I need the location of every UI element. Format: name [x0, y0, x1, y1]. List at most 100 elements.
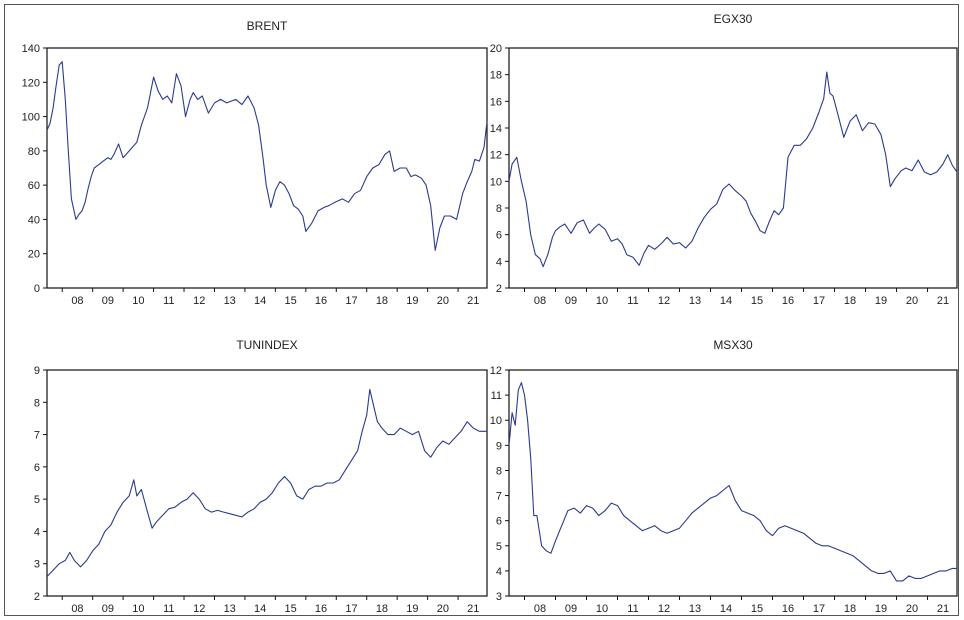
brent-ytick-label: 40: [28, 214, 40, 226]
msx30-xtick-label: 18: [844, 603, 856, 615]
tunindex-ytick-label: 2: [34, 591, 40, 603]
brent-xtick-label: 10: [132, 295, 144, 307]
tunindex-ytick-label: 9: [34, 365, 40, 377]
msx30-xtick-label: 19: [875, 603, 887, 615]
egx30-title: EGX30: [714, 12, 753, 26]
msx30-ytick-label: 9: [496, 440, 502, 452]
egx30-xtick-label: 16: [782, 295, 794, 307]
brent-chart: BRENT 0 20 40 60 80 100 120 140 08 09 10 11 12 13 14 15 1…: [22, 19, 488, 307]
msx30-ytick-label: 7: [496, 491, 502, 503]
brent-ytick-label: 120: [22, 77, 40, 89]
tunindex-xtick-label: 16: [315, 603, 327, 615]
egx30-ytick-label: 2: [496, 283, 502, 295]
brent-xtick-label: 08: [71, 295, 83, 307]
tunindex-ytick-label: 7: [34, 430, 40, 442]
tunindex-chart: TUNINDEX 2 3 4 5 6 7 8 9 08 09 10 11 12 13 14 15 16 17 18 19…: [34, 338, 488, 615]
brent-xtick-label: 15: [284, 295, 296, 307]
egx30-xtick-label: 12: [658, 295, 670, 307]
tunindex-xtick-label: 21: [467, 603, 479, 615]
egx30-ytick-label: 4: [496, 256, 502, 268]
tunindex-xtick-label: 11: [163, 603, 174, 615]
brent-xtick-label: 09: [102, 295, 114, 307]
egx30-ytick-label: 20: [490, 43, 502, 55]
egx30-ytick-label: 18: [490, 70, 502, 82]
egx30-ytick-label: 14: [490, 123, 502, 135]
egx30-xtick-label: 20: [906, 295, 918, 307]
tunindex-xtick-label: 13: [224, 603, 236, 615]
brent-ytick-label: 60: [28, 180, 40, 192]
egx30-xtick-label: 19: [875, 295, 887, 307]
tunindex-ytick-label: 8: [34, 397, 40, 409]
msx30-series-line: [508, 382, 957, 582]
msx30-xtick-label: 14: [720, 603, 732, 615]
brent-xtick-label: 21: [467, 295, 479, 307]
brent-xtick-label: 20: [437, 295, 449, 307]
egx30-xtick-label: 13: [689, 295, 701, 307]
egx30-xtick-label: 10: [596, 295, 608, 307]
msx30-xtick-label: 17: [813, 603, 825, 615]
tunindex-xtick-label: 09: [102, 603, 114, 615]
msx30-xtick-label: 21: [937, 603, 949, 615]
brent-xtick-label: 13: [224, 295, 236, 307]
brent-series-line: [46, 61, 488, 251]
msx30-xtick-label: 16: [782, 603, 794, 615]
egx30-ytick-label: 16: [490, 96, 502, 108]
egx30-plot-area: [508, 47, 958, 289]
tunindex-title: TUNINDEX: [236, 338, 297, 352]
msx30-ytick-label: 12: [490, 365, 502, 377]
msx30-xtick-label: 09: [565, 603, 577, 615]
brent-ytick-label: 20: [28, 249, 40, 261]
egx30-xtick-label: 17: [813, 295, 825, 307]
msx30-plot-area: [508, 369, 958, 597]
tunindex-xtick-label: 20: [437, 603, 449, 615]
msx30-xtick-label: 08: [534, 603, 546, 615]
egx30-xtick-label: 14: [720, 295, 732, 307]
egx30-ytick-label: 12: [490, 150, 502, 162]
egx30-xtick-label: 11: [627, 295, 638, 307]
msx30-ytick-label: 4: [496, 566, 502, 578]
msx30-xtick-label: 12: [658, 603, 670, 615]
msx30-ytick-label: 3: [496, 591, 502, 603]
msx30-ytick-label: 8: [496, 465, 502, 477]
tunindex-xtick-label: 18: [376, 603, 388, 615]
tunindex-ytick-label: 5: [34, 494, 40, 506]
brent-ytick-label: 100: [22, 112, 40, 124]
tunindex-series-line: [46, 388, 487, 577]
brent-xtick-label: 18: [376, 295, 388, 307]
tunindex-xtick-label: 19: [406, 603, 418, 615]
tunindex-ytick-label: 4: [34, 526, 40, 538]
brent-ytick-label: 80: [28, 146, 40, 158]
msx30-xtick-label: 10: [596, 603, 608, 615]
brent-xtick-label: 11: [163, 295, 174, 307]
brent-plot-area: [46, 47, 488, 289]
msx30-ytick-label: 5: [496, 541, 502, 553]
tunindex-ytick-label: 3: [34, 559, 40, 571]
egx30-xtick-label: 09: [565, 295, 577, 307]
tunindex-ytick-label: 6: [34, 462, 40, 474]
egx30-xtick-label: 08: [534, 295, 546, 307]
tunindex-xtick-label: 17: [345, 603, 357, 615]
msx30-ytick-label: 11: [491, 390, 502, 402]
egx30-series-line: [508, 71, 958, 268]
msx30-xtick-label: 11: [627, 603, 638, 615]
brent-xtick-label: 17: [345, 295, 357, 307]
tunindex-xtick-label: 15: [284, 603, 296, 615]
msx30-ytick-label: 6: [496, 516, 502, 528]
egx30-xtick-label: 18: [844, 295, 856, 307]
brent-xtick-label: 16: [315, 295, 327, 307]
tunindex-xtick-label: 14: [254, 603, 266, 615]
egx30-xtick-label: 15: [751, 295, 763, 307]
msx30-xtick-label: 15: [751, 603, 763, 615]
brent-xtick-label: 14: [254, 295, 266, 307]
brent-title: BRENT: [247, 19, 288, 33]
msx30-xtick-label: 20: [906, 603, 918, 615]
egx30-ytick-label: 8: [496, 203, 502, 215]
tunindex-xtick-label: 10: [132, 603, 144, 615]
brent-ytick-label: 140: [22, 43, 40, 55]
msx30-title: MSX30: [713, 338, 753, 352]
tunindex-xtick-label: 12: [193, 603, 205, 615]
brent-ytick-label: 0: [34, 283, 40, 295]
msx30-ytick-label: 10: [490, 415, 502, 427]
msx30-xtick-label: 13: [689, 603, 701, 615]
